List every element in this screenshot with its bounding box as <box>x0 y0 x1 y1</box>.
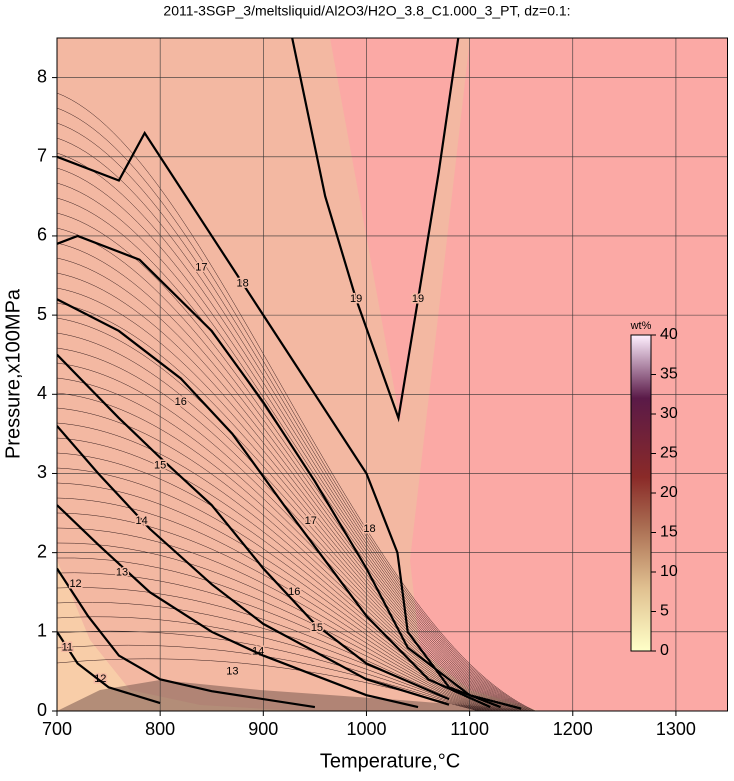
colorbar-tick-label: 25 <box>660 445 678 462</box>
contour-label: 17 <box>195 262 207 274</box>
x-tick-label: 1100 <box>450 719 489 739</box>
contour-line <box>57 234 522 710</box>
chart-title: 2011-3SGP_3/meltsliquid/Al2O3/H2O_3.8_C1… <box>163 3 570 19</box>
y-tick-label: 6 <box>37 225 47 245</box>
colorbar <box>630 334 652 652</box>
colorbar-tick-label: 30 <box>660 405 678 422</box>
contour-line <box>57 631 161 705</box>
minor-contour <box>57 302 515 711</box>
minor-contour <box>57 212 524 711</box>
minor-contour <box>57 242 521 711</box>
colorbar-tick-label: 15 <box>660 524 678 541</box>
minor-contour <box>57 317 514 711</box>
minor-contour <box>57 272 518 711</box>
y-tick-label: 0 <box>37 700 47 720</box>
dark-band <box>57 680 540 711</box>
low-region <box>57 560 300 711</box>
minor-contour <box>57 512 494 711</box>
contour-line <box>291 38 460 423</box>
contour-label: 14 <box>135 515 147 527</box>
minor-contour <box>57 182 527 711</box>
minor-contour <box>57 644 481 711</box>
contour-label: 15 <box>311 622 323 634</box>
y-tick-label: 2 <box>37 541 47 561</box>
y-tick-label: 4 <box>37 383 47 403</box>
colorbar-tick-label: 5 <box>660 603 669 620</box>
minor-contour <box>57 227 523 711</box>
contour-line <box>57 298 491 709</box>
minor-contour <box>57 527 493 711</box>
x-tick-label: 900 <box>248 719 278 739</box>
minor-contour <box>57 332 512 711</box>
colorbar-tick-label: 10 <box>660 563 678 580</box>
x-tick-label: 700 <box>42 719 72 739</box>
y-tick-label: 7 <box>37 146 47 166</box>
contour-line <box>57 353 450 701</box>
y-tick-label: 5 <box>37 304 47 324</box>
colorbar-tick-label: 35 <box>660 366 678 383</box>
contour-label: 15 <box>154 459 166 471</box>
colorbar-tick-label: 20 <box>660 484 678 501</box>
y-tick-label: 3 <box>37 462 47 482</box>
contour-label: 19 <box>350 293 362 305</box>
contour-line <box>57 130 501 709</box>
minor-contour <box>57 587 487 711</box>
x-tick-label: 1300 <box>656 719 696 739</box>
contour-label: 17 <box>305 515 317 527</box>
minor-contour <box>57 287 517 711</box>
minor-contour <box>57 377 508 711</box>
x-tick-label: 800 <box>145 719 175 739</box>
contour-label: 18 <box>363 523 375 535</box>
minor-contour <box>57 557 490 711</box>
minor-contour <box>57 107 535 711</box>
contour-label: 12 <box>69 578 81 590</box>
contour-label: 16 <box>175 396 187 408</box>
minor-contour <box>57 167 529 711</box>
minor-contour <box>57 437 502 711</box>
contour-label: 18 <box>237 277 249 289</box>
colorbar-tick-label: 0 <box>660 642 669 659</box>
minor-contour <box>57 122 533 711</box>
minor-contour <box>57 422 503 711</box>
contour-label: 13 <box>226 665 238 677</box>
contour-label: 13 <box>116 566 128 578</box>
minor-contour <box>57 257 520 711</box>
colorbar-label: wt% <box>630 320 652 332</box>
contour-label: 16 <box>288 586 300 598</box>
minor-contour <box>57 347 511 711</box>
contour-label: 19 <box>412 293 424 305</box>
y-tick-label: 1 <box>37 621 47 641</box>
minor-contour <box>57 630 482 711</box>
x-tick-label: 1000 <box>346 719 386 739</box>
x-axis-label: Temperature,°C <box>320 750 460 772</box>
minor-contour <box>57 137 532 711</box>
minor-contour <box>57 452 500 711</box>
contour-line <box>57 504 419 709</box>
minor-contour <box>57 658 479 711</box>
minor-contour <box>57 152 530 711</box>
contour-line <box>57 567 316 709</box>
colorbar-tick-label: 40 <box>660 326 678 343</box>
contour-line <box>57 425 450 706</box>
x-tick-label: 1200 <box>553 719 593 739</box>
y-tick-label: 8 <box>37 66 47 86</box>
melt-region <box>57 38 540 711</box>
y-axis-label: Pressure,x100MPa <box>2 288 24 459</box>
plot-frame <box>56 37 728 712</box>
contour-label: 11 <box>62 642 73 654</box>
